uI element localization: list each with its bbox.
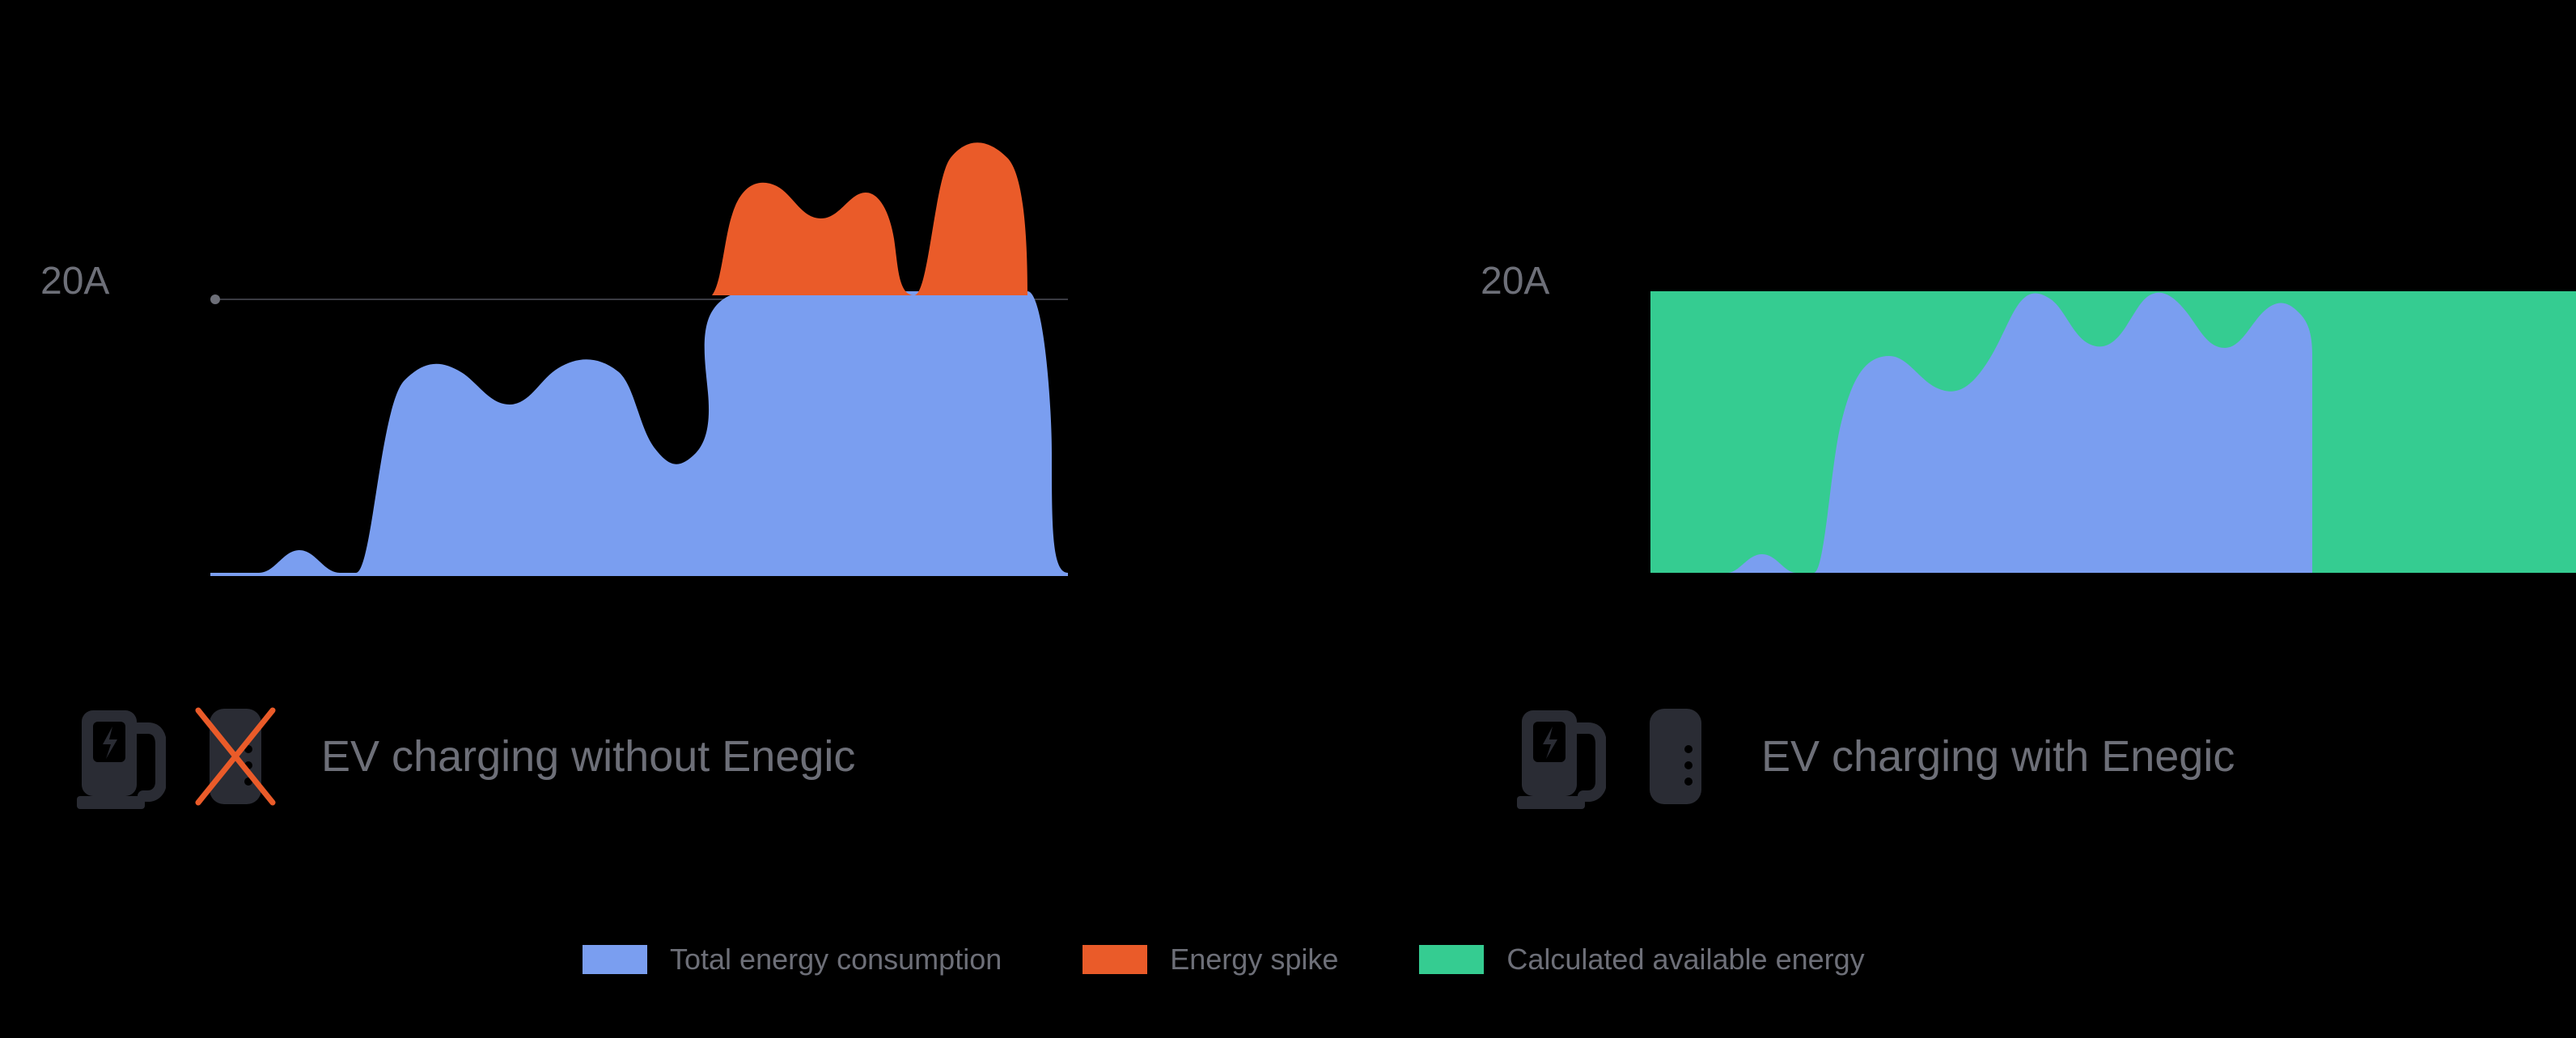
right-y-axis-label: 20A (1481, 259, 1549, 303)
left-caption-row: EV charging without Enegic (77, 704, 855, 809)
device-crossed-icon (195, 704, 276, 809)
legend: Total energy consumption Energy spike Ca… (583, 943, 1865, 977)
left-blue-area (210, 291, 1068, 576)
legend-label-spike: Energy spike (1170, 943, 1338, 977)
left-orange-area (712, 142, 1027, 295)
charger-icon (77, 704, 166, 809)
legend-swatch-green (1419, 945, 1484, 974)
legend-label-available: Calculated available energy (1506, 943, 1864, 977)
right-chart (1650, 129, 2576, 576)
right-caption-row: EV charging with Enegic (1517, 704, 2235, 809)
left-caption-text: EV charging without Enegic (321, 731, 855, 782)
left-chart (210, 129, 1068, 576)
legend-label-total: Total energy consumption (670, 943, 1002, 977)
right-chart-svg (1650, 129, 2576, 576)
legend-swatch-orange (1083, 945, 1147, 974)
legend-item-total: Total energy consumption (583, 943, 1002, 977)
legend-item-available: Calculated available energy (1419, 943, 1864, 977)
charger-icon (1517, 704, 1606, 809)
left-chart-svg (210, 129, 1068, 576)
right-caption-text: EV charging with Enegic (1761, 731, 2235, 782)
legend-item-spike: Energy spike (1083, 943, 1338, 977)
legend-swatch-blue (583, 945, 647, 974)
device-icon (1635, 704, 1716, 809)
left-y-axis-label: 20A (40, 259, 109, 303)
left-baseline (210, 573, 1068, 576)
